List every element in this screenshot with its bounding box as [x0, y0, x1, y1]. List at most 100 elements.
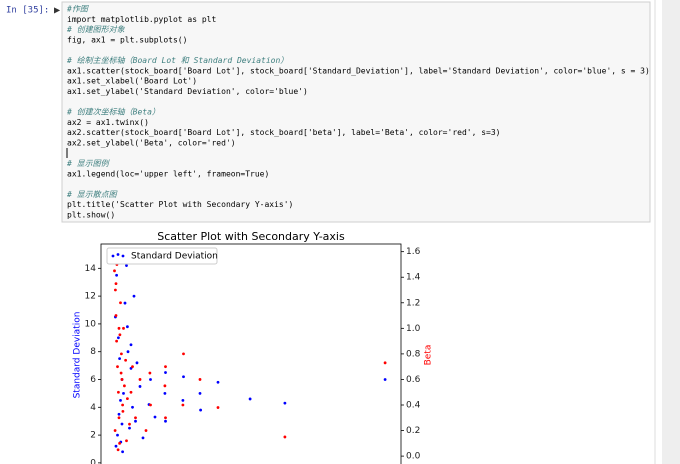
y-tick-label: 12 — [85, 292, 96, 302]
point — [123, 301, 127, 305]
point — [182, 375, 185, 379]
point — [117, 412, 121, 416]
point — [198, 378, 202, 381]
point — [122, 326, 125, 330]
y2-tick-label: 1.4 — [406, 273, 421, 283]
point — [119, 371, 123, 375]
point — [216, 380, 220, 384]
point — [149, 378, 152, 381]
point — [120, 378, 124, 381]
point — [149, 403, 152, 407]
point — [383, 378, 387, 381]
point — [283, 401, 287, 405]
point — [117, 326, 121, 330]
point — [132, 294, 136, 298]
point — [198, 391, 202, 395]
point — [114, 314, 118, 317]
code-line: ax1.set_xlabel('Board Lot') — [67, 77, 197, 86]
point — [119, 301, 122, 305]
code-line: fig, ax1 = plt.subplots() — [67, 35, 187, 44]
point — [383, 361, 387, 365]
point — [118, 357, 121, 361]
code-line: ax2.scatter(stock_board['Board Lot'], st… — [67, 128, 500, 137]
point — [116, 448, 120, 452]
point — [117, 416, 121, 420]
point — [128, 426, 131, 430]
point — [134, 416, 137, 420]
y-axis-label: Standard Deviation — [73, 312, 83, 399]
point — [115, 339, 118, 343]
point — [114, 282, 118, 286]
run-icon[interactable]: ▶ — [54, 6, 61, 15]
point — [116, 365, 119, 369]
point — [117, 336, 120, 340]
point — [119, 398, 122, 402]
y-tick-label: 4 — [90, 403, 96, 413]
legend-marker — [111, 254, 115, 258]
y2-tick-label: 0.6 — [406, 375, 421, 385]
point — [144, 429, 148, 432]
point — [126, 325, 129, 329]
point — [113, 269, 116, 273]
legend-box — [106, 247, 218, 265]
point — [283, 435, 287, 439]
legend-label: Standard Deviation — [131, 252, 218, 262]
y-tick-label: 6 — [90, 375, 96, 385]
point — [121, 450, 124, 454]
point — [164, 371, 167, 374]
code-cell[interactable] — [61, 1, 651, 223]
point — [116, 433, 119, 437]
y-tick-label: 0 — [90, 458, 96, 464]
y2-tick-label: 0.0 — [406, 452, 421, 462]
point — [124, 358, 127, 362]
legend-marker — [121, 254, 125, 258]
code-line: plt.title('Scatter Plot with Secondary Y… — [67, 200, 293, 209]
point — [118, 333, 122, 337]
point — [134, 419, 137, 423]
y-tick-label: 2 — [90, 431, 96, 441]
point — [182, 352, 185, 356]
y2-tick-label: 0.4 — [406, 401, 421, 411]
point — [138, 378, 142, 381]
point — [117, 390, 120, 394]
code-line: ax1.legend(loc='upper left', frameon=Tru… — [67, 169, 269, 178]
point — [114, 288, 117, 292]
point — [126, 397, 129, 401]
code-comment: # 显示散点图 — [66, 190, 118, 199]
point — [164, 419, 167, 423]
code-line: plt.show() — [67, 211, 115, 220]
point — [164, 365, 167, 369]
code-line: ax1.set_ylabel('Standard Deviation', col… — [67, 87, 308, 96]
y-tick-label: 10 — [85, 319, 97, 329]
y2-axis-label: Beta — [424, 345, 434, 366]
code-comment: # 创建次坐标轴（Beta） — [66, 108, 160, 117]
point — [115, 273, 118, 277]
point — [125, 439, 128, 443]
y2-tick-label: 1.2 — [406, 298, 420, 308]
point — [135, 361, 139, 365]
point — [199, 408, 203, 412]
point — [121, 409, 125, 413]
point — [120, 422, 124, 426]
point — [128, 422, 131, 426]
y-tick-label: 8 — [90, 347, 96, 357]
point — [131, 365, 134, 369]
point — [129, 343, 133, 347]
point — [123, 384, 126, 388]
point — [121, 403, 124, 407]
code-comment: # 绘制主坐标轴（Board Lot 和 Standard Deviation） — [66, 56, 288, 65]
point — [153, 415, 157, 419]
legend-marker — [116, 253, 120, 256]
point — [181, 403, 185, 407]
point — [181, 398, 185, 402]
point — [125, 264, 128, 267]
y2-tick-label: 1.6 — [406, 247, 421, 257]
code-comment: # 创建图形对象 — [66, 25, 126, 34]
point — [131, 405, 134, 409]
point — [118, 441, 121, 445]
point — [163, 391, 167, 395]
point — [141, 436, 145, 440]
code-line: ax1.scatter(stock_board['Board Lot'], st… — [67, 66, 650, 75]
